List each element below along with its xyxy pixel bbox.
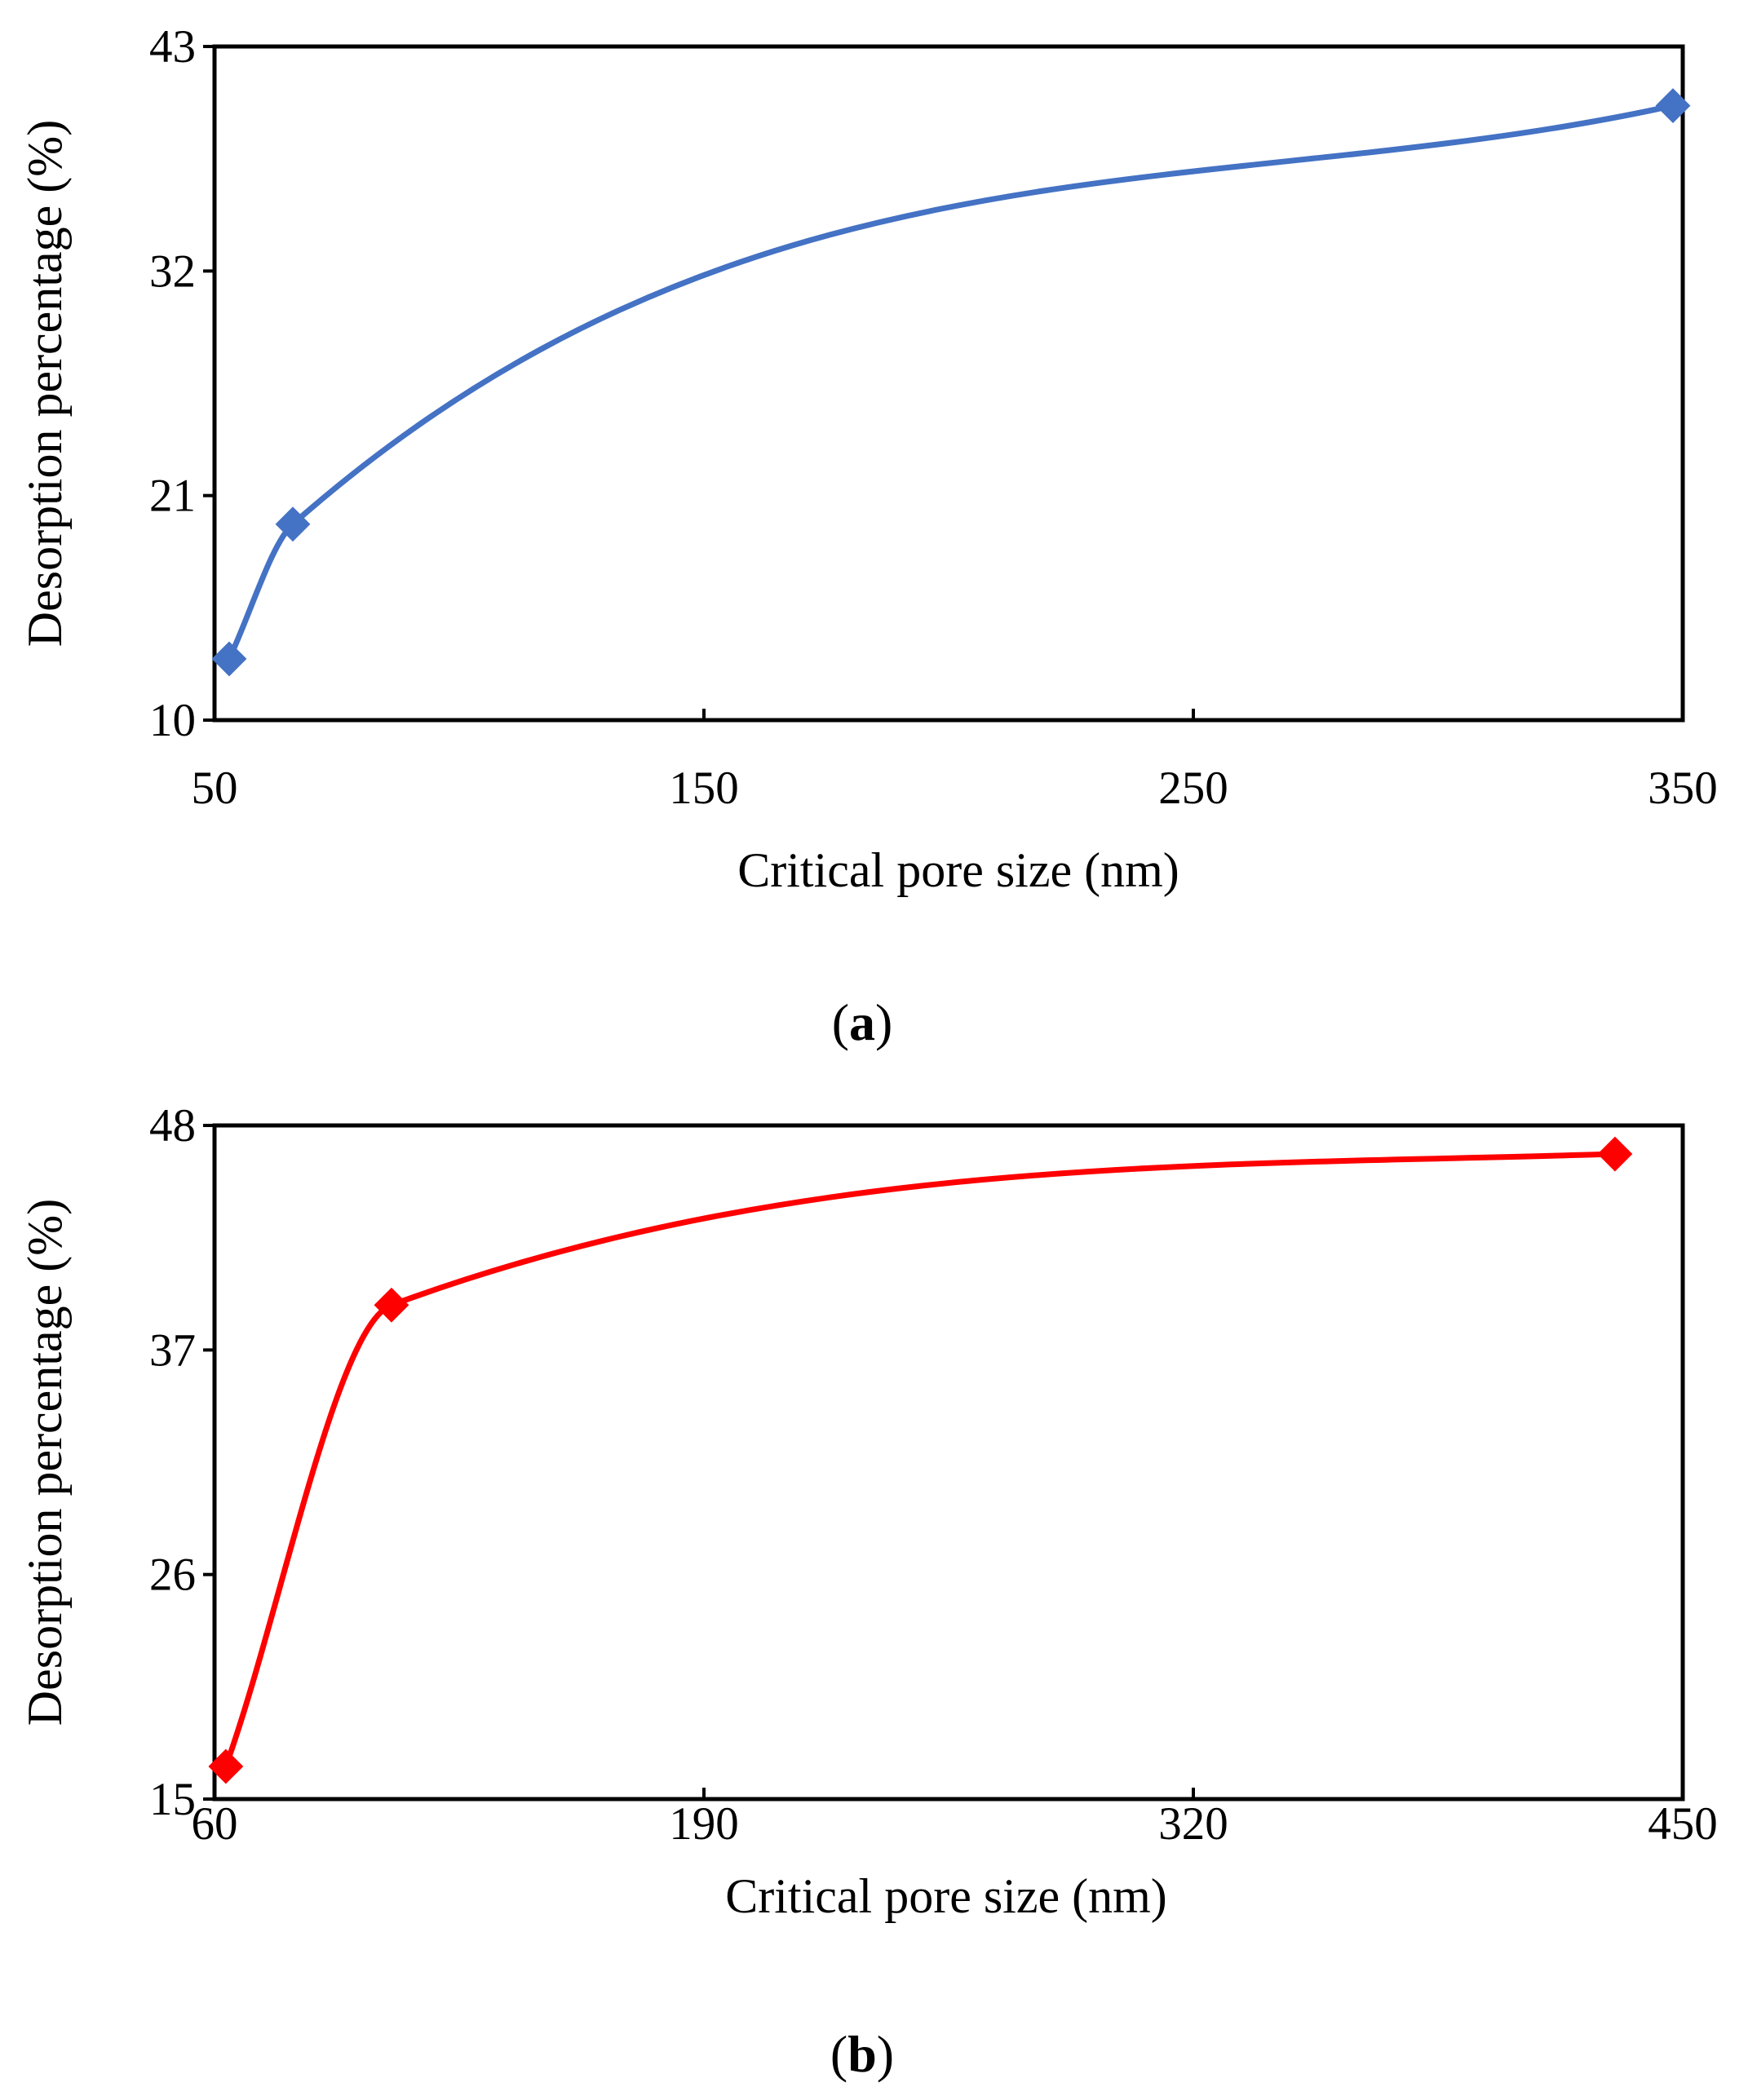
panel-letter-a: a bbox=[849, 993, 875, 1051]
y-tick-label-a: 32 bbox=[149, 245, 196, 297]
x-tick-label-a: 50 bbox=[192, 763, 238, 814]
ticks-a: 50 150 250 350 10 21 32 43 bbox=[149, 21, 1718, 814]
y-tick-label-b: 48 bbox=[149, 1100, 196, 1152]
y-tick-label-b: 37 bbox=[149, 1324, 196, 1376]
x-tick-label-b: 450 bbox=[1648, 1798, 1718, 1850]
y-tick-label-b: 15 bbox=[149, 1774, 196, 1825]
y-tick-label-a: 10 bbox=[149, 695, 196, 746]
x-tick-label-b: 320 bbox=[1158, 1798, 1228, 1850]
data-point-a bbox=[211, 641, 247, 677]
y-axis-title-a: Desorption percentage (%) bbox=[18, 120, 72, 647]
ticks-b: 60 190 320 450 15 26 37 48 bbox=[149, 1100, 1718, 1850]
chart-panel-a: 50 150 250 350 10 21 32 43 Critical pore size (… bbox=[18, 21, 1718, 1051]
y-tick-label-a: 43 bbox=[149, 21, 196, 73]
panel-letter-b: b bbox=[847, 2025, 877, 2083]
series-line-b bbox=[223, 1151, 1618, 1770]
series-a bbox=[211, 88, 1691, 677]
panel-label-a: (a) bbox=[832, 993, 893, 1051]
data-point-b bbox=[374, 1287, 409, 1323]
data-point-b bbox=[1597, 1136, 1633, 1172]
series-b bbox=[208, 1136, 1633, 1784]
x-axis-title-a: Critical pore size (nm) bbox=[737, 843, 1179, 897]
data-point-a bbox=[1655, 88, 1691, 124]
x-tick-label-a: 250 bbox=[1158, 763, 1228, 814]
plot-area-a bbox=[212, 44, 1685, 723]
y-tick-label-a: 21 bbox=[149, 471, 196, 522]
chart-panel-b: 60 190 320 450 15 26 37 48 Critical pore size (… bbox=[18, 1100, 1718, 2083]
x-tick-label-b: 60 bbox=[192, 1798, 238, 1850]
plot-area-b bbox=[212, 1123, 1685, 1802]
data-point-b bbox=[208, 1749, 244, 1784]
series-line-a bbox=[226, 103, 1676, 662]
x-tick-label-a: 350 bbox=[1648, 763, 1718, 814]
y-tick-label-b: 26 bbox=[149, 1550, 196, 1601]
panel-label-b: (b) bbox=[830, 2025, 894, 2083]
x-axis-title-b: Critical pore size (nm) bbox=[725, 1869, 1166, 1923]
x-tick-label-b: 190 bbox=[669, 1798, 739, 1850]
data-point-a bbox=[275, 506, 311, 542]
y-axis-title-b: Desorption percentage (%) bbox=[18, 1199, 72, 1726]
x-tick-label-a: 150 bbox=[669, 763, 739, 814]
